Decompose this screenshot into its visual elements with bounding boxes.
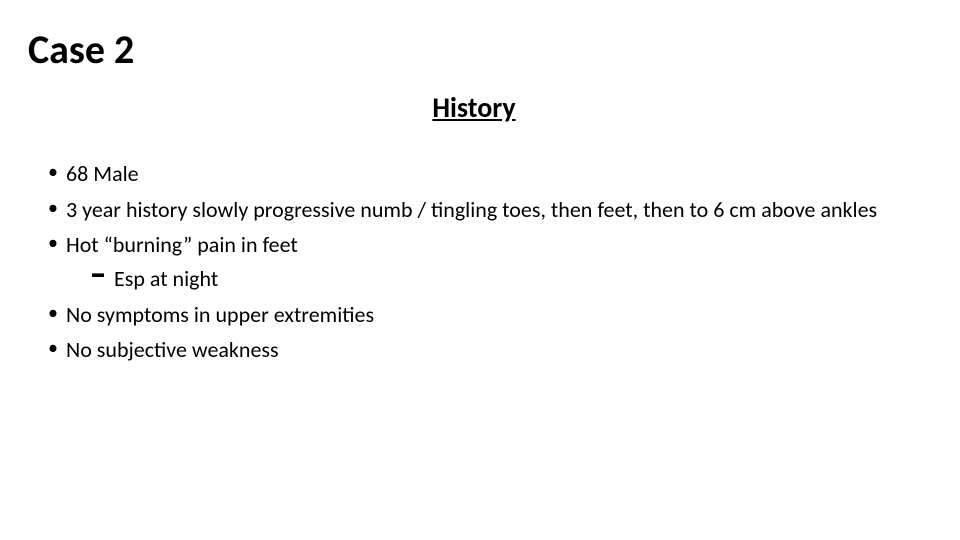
list-item-text: 3 year history slowly progressive numb /… xyxy=(66,196,877,223)
list-item-text: Hot “burning” pain in feet xyxy=(66,231,298,258)
list-item-text: 68 Male xyxy=(66,160,139,187)
list-item: 3 year history slowly progressive numb /… xyxy=(48,195,920,225)
slide-title: Case 2 xyxy=(28,28,920,72)
bullet-list: 68 Male 3 year history slowly progressiv… xyxy=(28,159,920,365)
list-item-text: No subjective weakness xyxy=(66,336,279,363)
sub-list-item: Esp at night xyxy=(92,264,920,294)
slide-subtitle: History xyxy=(28,90,920,125)
list-item: Hot “burning” pain in feet Esp at night xyxy=(48,230,920,293)
slide-container: Case 2 History 68 Male 3 year history sl… xyxy=(0,0,960,540)
sub-list: Esp at night xyxy=(66,264,920,294)
list-item: No symptoms in upper extremities xyxy=(48,300,920,330)
list-item-text: No symptoms in upper extremities xyxy=(66,301,374,328)
sub-list-item-text: Esp at night xyxy=(114,265,218,292)
list-item: No subjective weakness xyxy=(48,335,920,365)
list-item: 68 Male xyxy=(48,159,920,189)
